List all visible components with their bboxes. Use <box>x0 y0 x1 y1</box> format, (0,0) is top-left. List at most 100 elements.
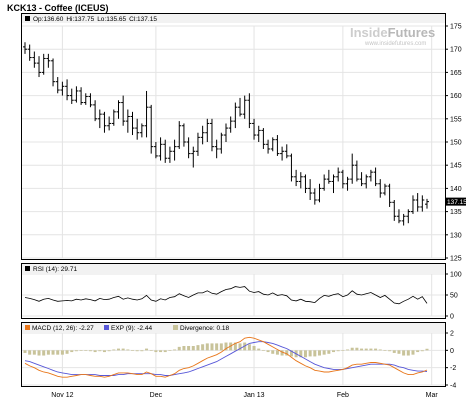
ohlc-bar <box>270 137 275 152</box>
ohlc-bar <box>125 109 130 133</box>
ohlc-bar <box>425 198 429 209</box>
divergence-bar <box>350 347 354 351</box>
ohlc-bar <box>74 86 79 103</box>
divergence-bar <box>313 350 317 357</box>
divergence-bar <box>140 350 144 352</box>
divergence-bar <box>425 348 429 351</box>
ohlc-bar <box>60 81 65 96</box>
ohlc-bar <box>116 100 121 119</box>
divergence-bar <box>84 350 88 351</box>
ohlc-bar <box>139 123 144 138</box>
ohlc-bar <box>233 102 238 129</box>
divergence-bar <box>149 350 153 351</box>
ohlc-bar <box>167 146 172 163</box>
divergence-bar <box>154 350 158 353</box>
ohlc-bar <box>107 116 112 131</box>
ohlc-bar <box>340 169 345 189</box>
ohlc-bar <box>308 179 313 200</box>
ohlc-bar <box>322 174 327 191</box>
divergence-bar <box>65 350 69 354</box>
divergence-bar <box>271 350 275 354</box>
divergence-bar <box>88 350 92 352</box>
divergence-bar <box>102 350 106 353</box>
ohlc-bar <box>368 169 373 182</box>
divergence-bar <box>355 347 359 351</box>
divergence-bar <box>28 350 32 355</box>
ohlc-bar <box>247 93 252 129</box>
divergence-bar <box>266 350 270 353</box>
divergence-bar <box>79 350 83 351</box>
ohlc-bar <box>83 93 88 105</box>
y-tick-label: 165 <box>450 70 462 77</box>
ohlc-bar <box>205 118 210 142</box>
divergence-bar <box>121 348 125 351</box>
divergence-bar <box>168 350 172 351</box>
divergence-bar <box>369 348 373 351</box>
ohlc-bar <box>65 79 70 101</box>
divergence-bar <box>247 344 251 351</box>
divergence-bar <box>285 350 289 356</box>
divergence-bar <box>317 350 321 356</box>
divergence-bar <box>37 350 41 356</box>
ohlc-bar <box>144 90 149 138</box>
ohlc-bar <box>256 125 261 142</box>
ohlc-bar <box>69 88 74 104</box>
ohlc-bar <box>275 135 280 156</box>
divergence-bar <box>238 343 242 351</box>
ohlc-bar <box>32 51 37 68</box>
ohlc-bar <box>298 172 303 189</box>
divergence-bar <box>46 350 50 355</box>
y-tick-label: 130 <box>450 232 462 239</box>
divergence-bar <box>210 343 214 351</box>
divergence-bar <box>233 342 237 351</box>
y-tick-label: 135 <box>450 209 462 216</box>
ohlc-bar <box>420 195 425 212</box>
macd-tick-label: 2 <box>450 331 454 338</box>
divergence-bar <box>383 350 387 351</box>
divergence-bar <box>98 350 102 352</box>
divergence-bar <box>205 343 209 351</box>
price-legend-bar <box>22 14 445 23</box>
divergence-bar <box>280 350 284 356</box>
ohlc-bar <box>312 188 317 205</box>
divergence-bar <box>378 349 382 351</box>
divergence-bar <box>406 350 410 356</box>
ohlc-bar <box>238 97 243 117</box>
divergence-bar <box>112 349 116 351</box>
divergence-bar <box>224 342 228 351</box>
ohlc-bar <box>181 123 186 147</box>
ohlc-bar <box>336 167 341 182</box>
price-legend: Op:136.60 Hi:137.75 Lo:135.65 Cl:137.15 <box>25 16 157 23</box>
rsi-legend-swatch <box>25 266 30 271</box>
macd-tick-label: -4 <box>450 383 456 390</box>
divergence-bar <box>163 350 167 353</box>
legend-close: Cl:137.15 <box>129 16 157 23</box>
rsi-legend: RSI (14): 29.71 <box>25 266 77 273</box>
ohlc-bar <box>242 95 247 119</box>
watermark-brand-light: Inside <box>350 25 388 40</box>
macd-tick-label: 0 <box>450 348 454 355</box>
divergence-bar <box>299 350 303 358</box>
rsi-tick-label: 100 <box>450 272 462 279</box>
divergence-bar <box>341 350 345 351</box>
divergence-bar <box>388 350 392 352</box>
divergence-bar <box>173 349 177 351</box>
ohlc-bar <box>345 176 350 191</box>
divergence-bar <box>107 350 111 352</box>
x-tick-label: Jan 13 <box>244 392 265 399</box>
ohlc-bar <box>41 53 46 75</box>
rsi-tick-label: 0 <box>450 314 454 321</box>
divergence-bar <box>275 350 279 355</box>
ohlc-bar <box>88 93 93 108</box>
divergence-bar <box>145 348 149 351</box>
divergence-bar <box>126 349 130 351</box>
ohlc-bar <box>23 42 27 54</box>
ohlc-bar <box>303 174 308 194</box>
ohlc-bar <box>252 118 257 140</box>
legend-open: Op:136.60 <box>33 16 64 23</box>
ohlc-bar <box>163 139 168 163</box>
divergence-bar <box>42 350 46 356</box>
divergence-legend-swatch <box>173 325 178 330</box>
ohlc-bar <box>350 153 355 184</box>
macd-legend: MACD (12, 26): -2.27 EXP (9): -2.44 Dive… <box>25 325 230 332</box>
